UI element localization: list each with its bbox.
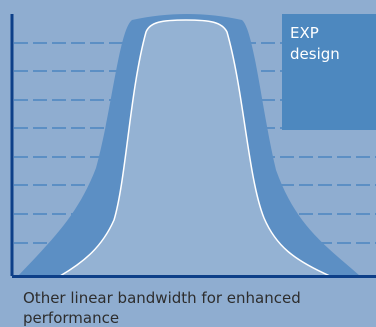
inner-bandwidth-curve	[59, 19, 331, 277]
label-line-2: design	[290, 45, 340, 63]
diagram-caption: Other linear bandwidth for enhanced perf…	[23, 289, 301, 327]
exp-design-label-box: EXP design	[282, 14, 376, 130]
label-line-1: EXP	[290, 24, 319, 42]
